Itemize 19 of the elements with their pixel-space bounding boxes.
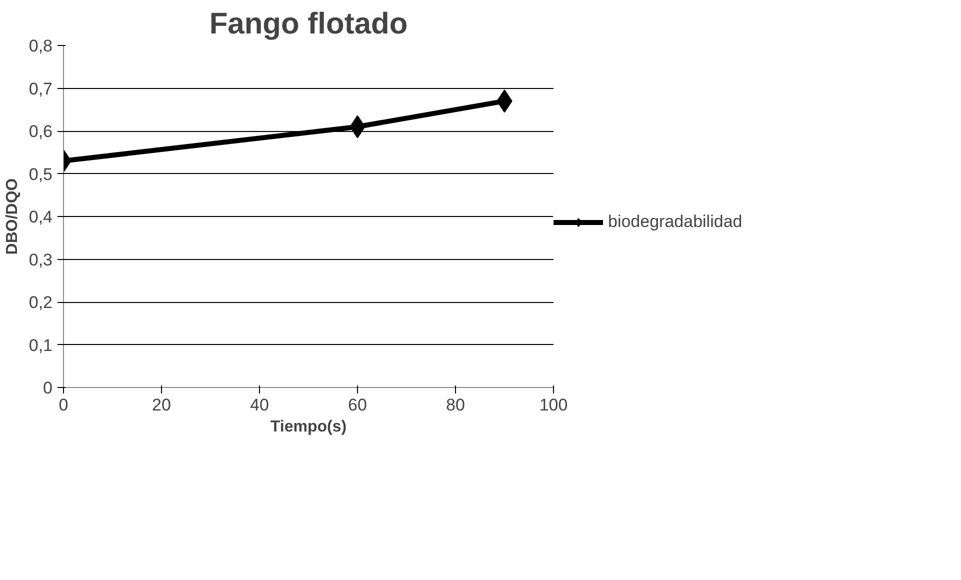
y-tick-label: 0,8: [28, 36, 53, 56]
x-tick-label: 40: [250, 396, 269, 414]
y-tick-label: 0,4: [28, 208, 53, 226]
y-tick-label: 0,5: [28, 164, 53, 184]
x-axis-title: Tiempo(s): [270, 418, 347, 436]
y-tick-label: 0: [43, 378, 53, 398]
y-tick-label: 0,2: [28, 293, 53, 312]
y-tick-label: 0,1: [28, 336, 53, 355]
x-tick-label: 80: [446, 396, 465, 414]
x-tick-label: 100: [539, 396, 568, 414]
y-tick-label: 0,7: [28, 79, 53, 98]
y-tick-label: 0,6: [28, 122, 53, 141]
legend-label: biodegradabilidad: [608, 212, 742, 232]
x-tick-label: 60: [348, 396, 367, 414]
y-axis-title: DBO/DQO: [4, 178, 21, 255]
x-tick-label: 0: [58, 396, 68, 414]
x-tick-label: 20: [152, 396, 171, 414]
y-tick-label: 0,3: [28, 250, 53, 270]
chart-title: Fango flotado: [209, 8, 408, 40]
